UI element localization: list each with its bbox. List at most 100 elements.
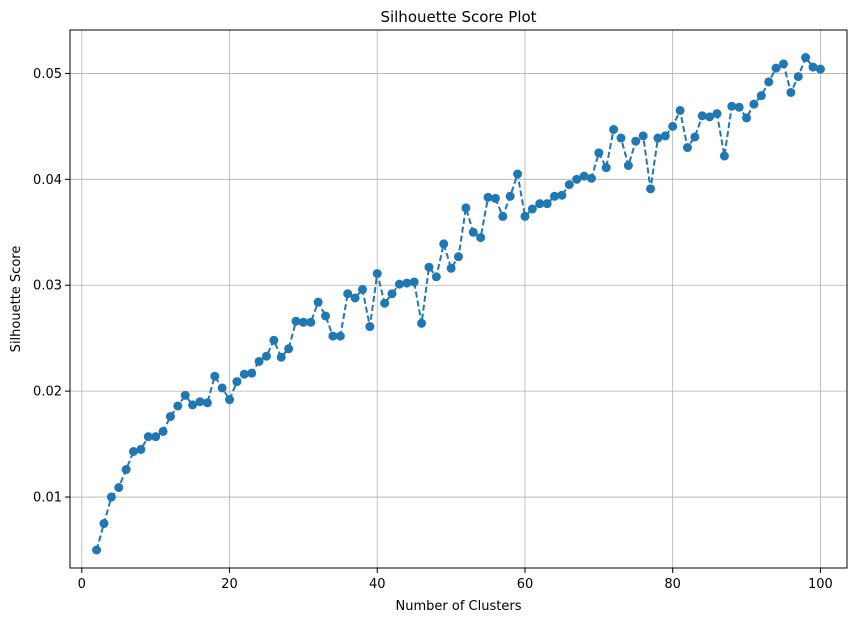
data-point xyxy=(247,368,257,378)
data-point xyxy=(483,192,493,202)
x-tick-label: 20 xyxy=(221,577,238,592)
series-markers xyxy=(92,53,825,555)
x-tick-label: 0 xyxy=(78,577,86,592)
data-point xyxy=(653,133,663,143)
y-tick-label: 0.01 xyxy=(33,491,62,506)
data-point xyxy=(394,279,404,289)
data-point xyxy=(232,377,242,387)
data-point xyxy=(335,331,345,341)
data-point xyxy=(284,344,294,354)
data-point xyxy=(454,252,463,262)
data-point xyxy=(616,133,626,143)
data-point xyxy=(409,277,419,287)
data-point xyxy=(586,173,596,183)
data-point xyxy=(601,163,611,173)
data-point xyxy=(557,190,567,200)
data-point xyxy=(417,318,427,328)
data-point xyxy=(786,87,796,97)
plot-frame xyxy=(69,29,848,569)
data-point xyxy=(734,102,744,112)
data-point xyxy=(350,293,360,303)
data-point xyxy=(276,352,286,362)
data-point xyxy=(697,111,707,121)
y-tick-label: 0.04 xyxy=(33,173,62,188)
data-point xyxy=(668,121,678,131)
x-tick-label: 100 xyxy=(808,577,833,592)
data-point xyxy=(306,317,316,327)
data-point xyxy=(114,483,124,493)
data-point xyxy=(99,519,109,529)
data-point xyxy=(158,426,168,436)
data-point xyxy=(195,397,205,407)
data-point xyxy=(387,289,397,299)
data-point xyxy=(771,63,781,73)
data-point xyxy=(439,239,449,249)
data-point xyxy=(801,53,811,63)
data-point xyxy=(357,284,367,294)
data-point xyxy=(380,298,390,308)
data-point xyxy=(498,211,508,221)
data-point xyxy=(328,331,338,341)
y-tick-label: 0.03 xyxy=(33,279,62,294)
data-point xyxy=(550,191,560,201)
data-point xyxy=(188,400,198,410)
data-point xyxy=(564,180,574,190)
data-point xyxy=(365,322,375,332)
data-point xyxy=(646,184,656,194)
data-point xyxy=(446,263,456,273)
data-point xyxy=(180,390,190,400)
data-point xyxy=(594,148,604,158)
data-point xyxy=(520,211,530,221)
data-point xyxy=(719,151,729,161)
data-point xyxy=(631,136,641,146)
data-point xyxy=(623,161,633,171)
data-point xyxy=(173,401,183,411)
data-point xyxy=(727,101,737,111)
y-axis-ticks: 0.01 0.02 0.03 0.04 0.05 xyxy=(33,67,70,506)
data-point xyxy=(513,169,523,179)
data-point xyxy=(313,297,323,307)
data-point xyxy=(136,444,146,454)
data-point xyxy=(476,233,486,243)
data-point xyxy=(815,64,825,74)
data-point xyxy=(291,316,301,326)
data-point xyxy=(793,72,803,82)
data-point xyxy=(106,492,116,502)
grid xyxy=(70,30,847,568)
data-point xyxy=(527,204,537,214)
data-point xyxy=(431,272,441,282)
data-point xyxy=(210,371,220,381)
data-point xyxy=(505,191,515,201)
data-point xyxy=(638,131,648,141)
plot-background xyxy=(70,30,847,568)
data-point xyxy=(572,174,582,184)
data-point xyxy=(321,311,331,321)
data-point xyxy=(151,432,161,442)
data-point xyxy=(468,227,478,237)
data-point xyxy=(764,77,774,87)
data-point xyxy=(298,317,308,327)
data-point xyxy=(239,369,249,379)
x-axis-ticks: 0 20 40 60 80 100 xyxy=(78,568,833,592)
x-tick-label: 40 xyxy=(369,577,386,592)
data-point xyxy=(343,289,353,299)
data-point xyxy=(372,269,382,279)
y-tick-label: 0.02 xyxy=(33,385,62,400)
data-point xyxy=(712,109,722,119)
data-point xyxy=(261,351,271,361)
data-point xyxy=(660,131,670,141)
data-point xyxy=(225,395,235,405)
data-point xyxy=(609,125,619,135)
data-point xyxy=(143,432,153,442)
y-axis-label: Silhouette Score xyxy=(9,246,24,353)
x-tick-label: 80 xyxy=(664,577,681,592)
data-point xyxy=(778,59,788,69)
data-point xyxy=(424,262,434,272)
data-point xyxy=(742,113,752,123)
x-tick-label: 60 xyxy=(517,577,534,592)
data-point xyxy=(542,199,552,209)
data-point xyxy=(756,91,766,101)
chart-title: Silhouette Score Plot xyxy=(380,8,536,26)
data-point xyxy=(808,62,818,72)
